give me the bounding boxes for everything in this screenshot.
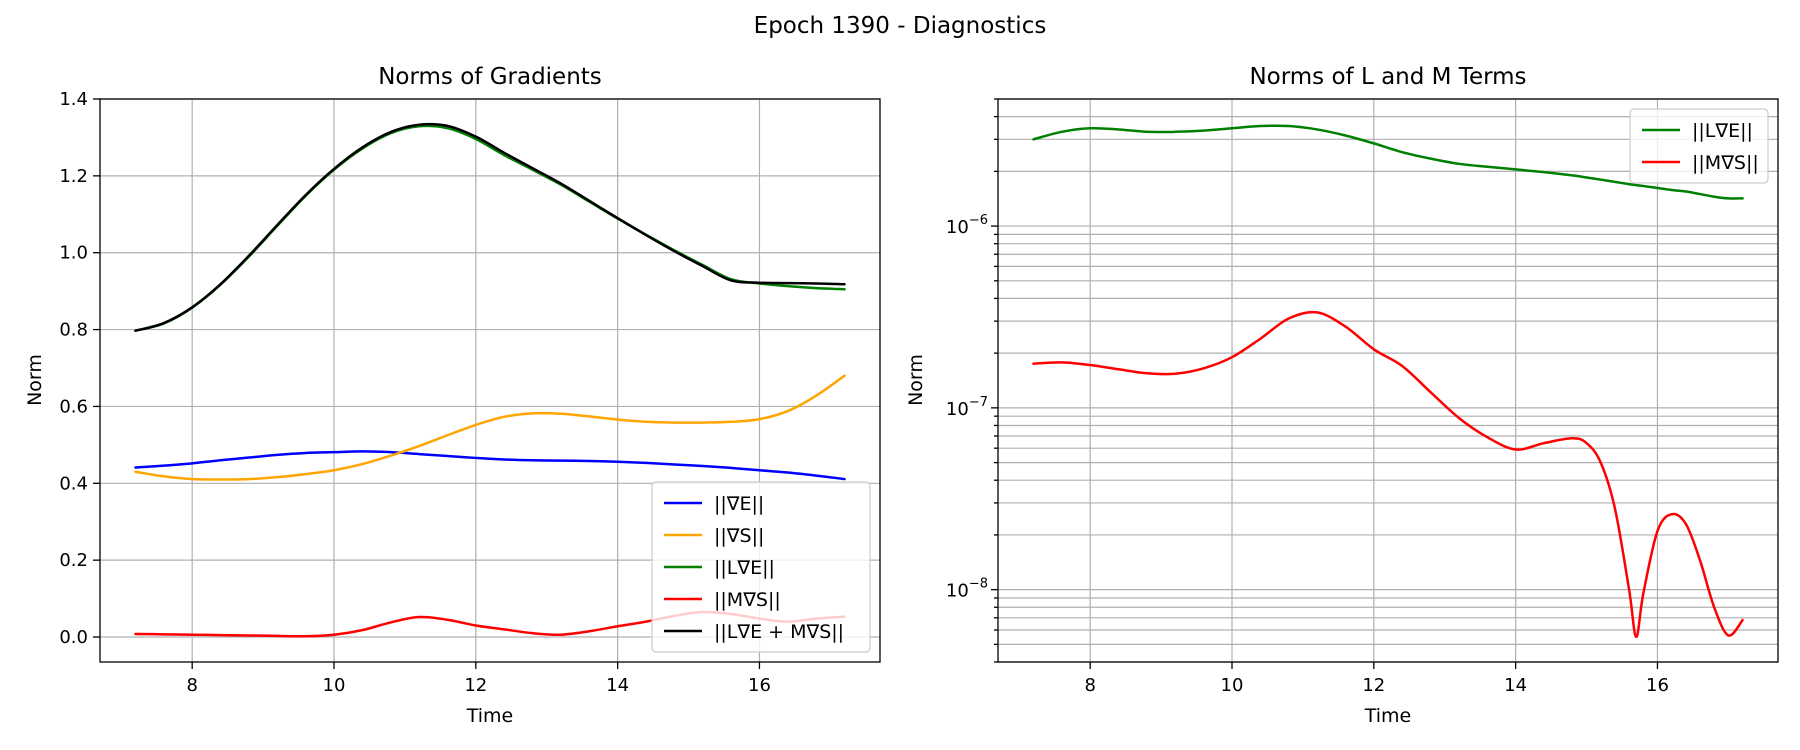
right-chart-grid bbox=[998, 98, 1778, 663]
y-tick-label-exponent: −7 bbox=[969, 395, 988, 410]
y-tick-label: 0.4 bbox=[59, 473, 88, 494]
legend-label: ||M∇S|| bbox=[1692, 152, 1759, 174]
y-tick-label: 1.4 bbox=[59, 89, 88, 110]
y-tick-label-base: 10 bbox=[946, 217, 969, 238]
y-tick-label-exponent: −6 bbox=[969, 213, 988, 228]
x-tick-label: 8 bbox=[186, 675, 197, 696]
y-tick-label: 0.2 bbox=[59, 550, 88, 571]
y-tick-label: 0.6 bbox=[59, 396, 88, 417]
left-chart-xlabel: Time bbox=[466, 705, 514, 727]
legend-label: ||∇S|| bbox=[714, 525, 764, 547]
y-tick-label: 10−6 bbox=[946, 213, 988, 238]
y-tick-label-exponent: −8 bbox=[969, 577, 988, 592]
left-chart-lines bbox=[134, 122, 846, 638]
left-chart-legend: ||∇E|| ||∇S|| ||L∇E|| ||M∇S|| ||L∇E + M∇S|| bbox=[651, 481, 871, 653]
series-line bbox=[134, 124, 846, 332]
right-chart-title: Norms of L and M Terms bbox=[1249, 64, 1526, 90]
left-chart-frame bbox=[99, 98, 881, 663]
y-tick-label-base: 10 bbox=[946, 581, 969, 602]
x-tick-label: 12 bbox=[1362, 675, 1385, 696]
figure-title: Epoch 1390 - Diagnostics bbox=[754, 13, 1047, 39]
y-tick-label: 0.8 bbox=[59, 320, 88, 341]
x-tick-label: 10 bbox=[323, 675, 346, 696]
right-chart-xlabel: Time bbox=[1364, 705, 1412, 727]
x-tick-label: 14 bbox=[1504, 675, 1527, 696]
series-line bbox=[134, 450, 846, 481]
legend-label: ||L∇E + M∇S|| bbox=[714, 621, 844, 643]
right-chart-ylabel: Norm bbox=[905, 354, 927, 406]
y-tick-label: 1.2 bbox=[59, 166, 88, 187]
x-tick-label: 14 bbox=[606, 675, 629, 696]
series-line bbox=[134, 122, 846, 332]
legend-label: ||L∇E|| bbox=[1692, 120, 1753, 142]
x-tick-label: 10 bbox=[1221, 675, 1244, 696]
right-chart-lines bbox=[1032, 124, 1744, 639]
y-tick-label: 10−7 bbox=[946, 395, 988, 420]
legend-label: ||∇E|| bbox=[714, 493, 764, 515]
y-tick-label-base: 10 bbox=[946, 399, 969, 420]
left-chart-title: Norms of Gradients bbox=[378, 64, 602, 90]
right-chart-frame bbox=[997, 98, 1779, 663]
left-chart: 8 10 12 14 16 0.0 0.2 0.4 0.6 0.8 1.0 1.2 1.4 Norms … bbox=[24, 64, 881, 727]
legend-label: ||M∇S|| bbox=[714, 589, 781, 611]
series-line bbox=[1032, 124, 1744, 200]
y-tick-label: 0.0 bbox=[59, 627, 88, 648]
legend-label: ||L∇E|| bbox=[714, 557, 775, 579]
x-tick-label: 16 bbox=[748, 675, 771, 696]
left-chart-ylabel: Norm bbox=[24, 354, 46, 406]
series-line bbox=[134, 374, 846, 481]
x-tick-label: 16 bbox=[1646, 675, 1669, 696]
legend-box bbox=[651, 481, 871, 653]
right-chart-legend: ||L∇E|| ||M∇S|| bbox=[1629, 108, 1769, 184]
legend-box bbox=[1629, 108, 1769, 184]
series-line bbox=[1032, 310, 1744, 639]
y-tick-label: 10−8 bbox=[946, 577, 988, 602]
y-tick-label: 1.0 bbox=[59, 243, 88, 264]
left-chart-ticks: 8 10 12 14 16 0.0 0.2 0.4 0.6 0.8 1.0 1.2 1.4 bbox=[59, 89, 771, 696]
x-tick-label: 12 bbox=[464, 675, 487, 696]
x-tick-label: 8 bbox=[1084, 675, 1095, 696]
